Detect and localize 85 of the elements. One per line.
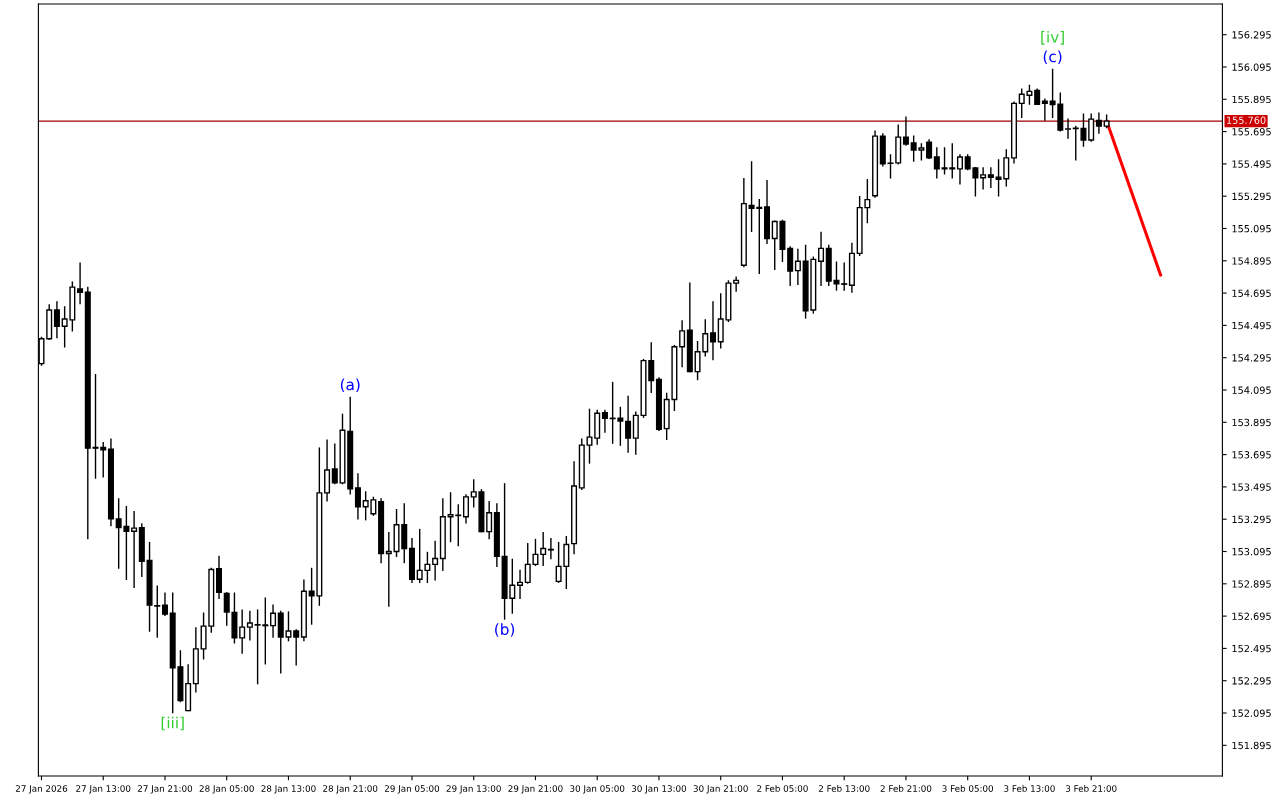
y-tick-label: 153.295 [1232, 515, 1271, 524]
annotation: [iii] [161, 716, 184, 731]
candlestick [1095, 112, 1102, 134]
candlestick [1088, 113, 1095, 142]
ref-line-label: 155.760 [1227, 116, 1266, 124]
y-tick-label: 156.095 [1232, 63, 1271, 71]
x-tick-label: 30 Jan 13:00 [631, 785, 687, 794]
candlestick [246, 610, 253, 641]
y-tick-label: 155.495 [1232, 160, 1271, 168]
candlestick [841, 262, 848, 291]
candlestick [632, 411, 639, 455]
y-tick-label: 152.895 [1232, 580, 1271, 588]
candlestick [486, 501, 493, 540]
candlestick [933, 147, 940, 179]
y-tick-label: 152.695 [1232, 612, 1271, 620]
y-tick-label: 153.695 [1232, 451, 1271, 459]
candlestick [547, 537, 554, 560]
candlestick [1041, 98, 1048, 121]
x-tick-label: 30 Jan 05:00 [570, 785, 625, 794]
candlestick [270, 604, 277, 638]
x-tick-label: 3 Feb 05:00 [942, 785, 994, 792]
x-tick-label: 29 Jan 13:00 [446, 785, 501, 794]
candlestick [324, 439, 331, 502]
annotation: (c) [1043, 50, 1062, 65]
candlestick [601, 409, 608, 433]
candlestick [293, 629, 300, 666]
y-tick-label: 153.495 [1232, 483, 1271, 491]
x-tick-label: 28 Jan 13:00 [261, 785, 316, 794]
candlestick [540, 531, 547, 566]
x-tick-label: 3 Feb 21:00 [1065, 785, 1117, 792]
candlestick [787, 246, 794, 286]
x-tick-label: 27 Jan 13:00 [76, 785, 131, 794]
x-tick-label: 2 Feb 21:00 [880, 785, 932, 792]
y-tick-label: 152.295 [1232, 677, 1271, 685]
x-tick-label: 2 Feb 13:00 [818, 785, 870, 792]
y-tick-label: 154.295 [1232, 354, 1271, 362]
y-tick-label: 153.095 [1232, 547, 1271, 556]
annotation: (b) [495, 623, 515, 637]
candlestick [987, 167, 994, 189]
candlestick [77, 262, 84, 305]
candlestick [239, 609, 246, 654]
annotation: [iv] [1041, 31, 1064, 45]
candlestick [161, 592, 168, 616]
candlestick [131, 511, 138, 588]
y-tick-label: 155.295 [1232, 192, 1271, 201]
x-tick-label: 30 Jan 21:00 [693, 785, 748, 794]
candlestick [709, 301, 716, 361]
x-tick-label: 29 Jan 21:00 [508, 785, 563, 794]
y-tick-label: 156.295 [1232, 31, 1271, 39]
y-tick-label: 155.895 [1232, 95, 1271, 104]
y-tick-label: 155.095 [1232, 224, 1271, 233]
x-tick-label: 28 Jan 21:00 [323, 785, 378, 794]
y-tick-label: 152.095 [1232, 709, 1271, 717]
candlestick [818, 231, 825, 286]
candlestick [215, 555, 223, 599]
candlestick [926, 139, 933, 159]
candlestick [794, 248, 801, 285]
y-tick-label: 154.095 [1232, 386, 1271, 394]
candlestick [980, 167, 987, 190]
y-tick-label: 155.695 [1232, 128, 1271, 136]
y-tick-label: 154.495 [1232, 321, 1271, 330]
candlestick [432, 540, 439, 581]
x-tick-label: 27 Jan 21:00 [137, 785, 193, 794]
y-tick-label: 154.695 [1232, 289, 1271, 297]
candlestick [385, 531, 392, 607]
candlestick [956, 154, 963, 185]
candlestick [1065, 118, 1072, 139]
y-tick-label: 152.495 [1232, 644, 1271, 653]
y-tick-label: 153.895 [1232, 418, 1271, 427]
x-tick-label: 27 Jan 2026 [15, 785, 68, 794]
candlestick [354, 473, 361, 520]
candlestick [679, 320, 686, 368]
candlestick [625, 395, 632, 453]
x-tick-label: 3 Feb 13:00 [1004, 785, 1055, 792]
annotation: (a) [340, 378, 360, 393]
y-tick-label: 151.895 [1232, 741, 1271, 750]
x-tick-label: 28 Jan 05:00 [199, 785, 254, 794]
x-tick-label: 29 Jan 05:00 [384, 785, 440, 794]
y-tick-label: 154.895 [1232, 257, 1271, 265]
candlestick [733, 276, 740, 292]
candlestick [462, 494, 470, 524]
x-tick-label: 2 Feb 05:00 [757, 785, 808, 792]
candlestick [517, 569, 524, 599]
candlestick [902, 116, 909, 146]
candlestick [53, 301, 60, 339]
